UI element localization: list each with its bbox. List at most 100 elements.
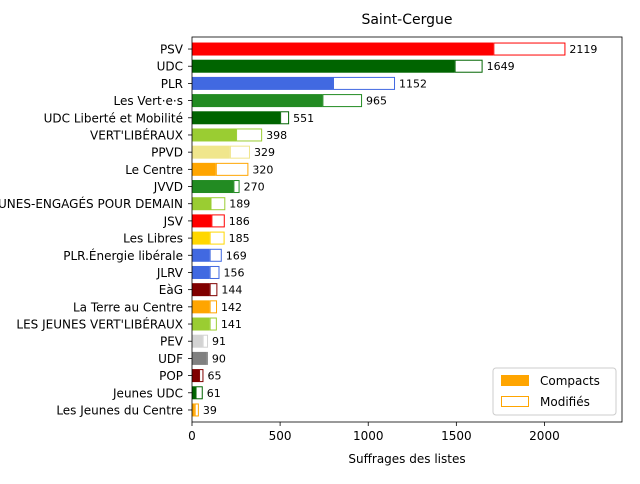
data-label: 2119 <box>569 43 597 56</box>
bar-modifies <box>236 128 263 142</box>
category-label: Le Centre <box>125 163 183 177</box>
bar-compacts <box>192 197 211 211</box>
bar-modifies <box>206 351 208 365</box>
category-label: POP <box>159 369 183 383</box>
bar-modifies <box>209 265 220 279</box>
bar-compacts <box>192 300 210 314</box>
bar-compacts <box>192 283 210 297</box>
data-label: 39 <box>203 404 217 417</box>
bar-compacts <box>192 128 237 142</box>
bar-compacts <box>192 317 210 331</box>
data-label: 320 <box>252 163 273 176</box>
bar-compacts <box>192 180 234 194</box>
legend-label-modifies: Modifiés <box>540 395 590 409</box>
bar-modifies <box>199 369 204 383</box>
legend-swatch-modifies <box>501 396 529 407</box>
bar-modifies <box>454 59 483 73</box>
bar-compacts <box>192 94 323 108</box>
category-label: UDC <box>157 60 183 74</box>
bar-modifies <box>209 317 217 331</box>
bar-modifies <box>202 334 209 348</box>
data-label: 965 <box>366 95 387 108</box>
bar-modifies <box>322 94 363 108</box>
bar-modifies <box>280 111 290 125</box>
bar-modifies <box>210 197 226 211</box>
bar-modifies <box>493 42 566 56</box>
bar-compacts <box>192 369 200 383</box>
bar-compacts <box>192 214 212 228</box>
bar-modifies <box>332 76 396 90</box>
x-tick-label: 500 <box>269 429 292 443</box>
bar-modifies <box>209 300 218 314</box>
category-label: EàG <box>159 283 183 297</box>
category-label: La Terre au Centre <box>73 300 183 314</box>
bar-compacts <box>192 386 196 400</box>
data-label: 61 <box>207 387 221 400</box>
data-label: 144 <box>221 284 242 297</box>
bar-compacts <box>192 162 216 176</box>
category-label: Les Vert·e·s <box>114 94 184 108</box>
bar-compacts <box>192 248 210 262</box>
bar-compacts <box>192 111 281 125</box>
category-label: VERT'LIBÉRAUX <box>90 127 183 142</box>
data-label: 65 <box>207 370 221 383</box>
bar-modifies <box>229 145 250 159</box>
bar-compacts <box>192 351 207 365</box>
bar-compacts <box>192 265 210 279</box>
category-label: PEV <box>160 335 184 349</box>
data-label: 169 <box>226 249 247 262</box>
data-label: 156 <box>223 266 244 279</box>
category-label: PPVD <box>151 146 183 160</box>
bar-compacts <box>192 145 230 159</box>
bar-modifies <box>209 248 222 262</box>
bar-compacts <box>192 334 203 348</box>
bar-modifies <box>194 403 199 417</box>
plot-frame <box>191 36 623 423</box>
category-label: JVVD <box>153 180 183 194</box>
category-label: UDF <box>158 352 183 366</box>
x-tick-label: 1000 <box>353 429 384 443</box>
bar-compacts <box>192 76 333 90</box>
data-label: 551 <box>293 112 314 125</box>
data-label: 185 <box>229 232 250 245</box>
bar-modifies <box>233 180 240 194</box>
data-label: 90 <box>212 352 226 365</box>
chart-title: Saint-Cergue <box>361 12 452 28</box>
data-label: 186 <box>229 215 250 228</box>
data-label: 189 <box>229 198 250 211</box>
category-label: JLRV <box>156 266 184 280</box>
category-label: LES JEUNES-ENGAGÉS POUR DEMAIN <box>0 196 183 211</box>
category-label: UDC Liberté et Mobilité <box>44 111 183 125</box>
data-label: 142 <box>221 301 242 314</box>
legend-label-compacts: Compacts <box>540 374 600 388</box>
data-label: 270 <box>244 181 265 194</box>
category-label: PSV <box>160 43 184 57</box>
bar-compacts <box>192 59 455 73</box>
bar-modifies <box>195 386 203 400</box>
x-axis-label: Suffrages des listes <box>348 452 465 466</box>
x-tick-label: 1500 <box>441 429 472 443</box>
legend-swatch-compacts <box>501 375 529 386</box>
category-label: JSV <box>163 214 184 228</box>
bar-modifies <box>211 214 225 228</box>
bar-modifies <box>209 231 225 245</box>
data-label: 91 <box>212 335 226 348</box>
category-label: LES JEUNES VERT'LIBÉRAUX <box>16 317 183 332</box>
data-label: 141 <box>221 318 242 331</box>
data-label: 398 <box>266 129 287 142</box>
category-label: Les Jeunes du Centre <box>56 403 183 417</box>
bar-compacts <box>192 231 210 245</box>
category-label: PLR <box>161 77 183 91</box>
category-label: Les Libres <box>123 232 183 246</box>
bar-compacts <box>192 403 195 417</box>
data-label: 1152 <box>399 77 427 90</box>
bar-modifies <box>209 283 218 297</box>
x-tick-label: 2000 <box>529 429 560 443</box>
bar-compacts <box>192 42 494 56</box>
bar-modifies <box>215 162 249 176</box>
category-label: PLR.Énergie libérale <box>63 248 183 263</box>
data-label: 329 <box>254 146 275 159</box>
data-label: 1649 <box>487 60 515 73</box>
